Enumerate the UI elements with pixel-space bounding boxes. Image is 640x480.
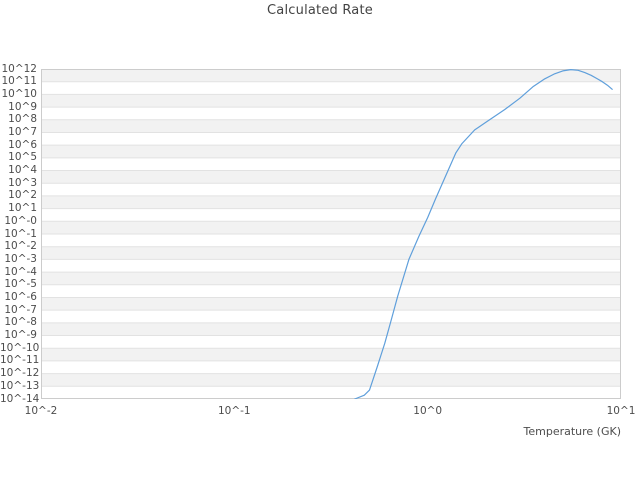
x-tick-label: 10^0	[413, 405, 443, 417]
decade-band	[41, 132, 621, 146]
decade-band	[41, 81, 621, 95]
decade-band	[41, 234, 621, 247]
y-tick-label: 10^-5	[4, 278, 37, 291]
decade-band	[41, 107, 621, 120]
decade-band	[41, 119, 621, 133]
decade-band	[41, 208, 621, 222]
decade-band	[41, 259, 621, 273]
decade-band	[41, 183, 621, 196]
y-tick-label: 10^-9	[4, 329, 37, 341]
y-tick-label: 10^10	[1, 87, 37, 100]
decade-band	[41, 94, 621, 108]
decade-band	[41, 360, 621, 374]
plot-border	[41, 69, 621, 399]
decade-band	[41, 373, 621, 387]
y-tick-label: 10^5	[8, 151, 37, 164]
y-tick-label: 10^-12	[0, 367, 40, 380]
plot-svg	[41, 69, 621, 399]
y-tick-label: 10^-4	[4, 265, 37, 278]
decade-band	[41, 272, 621, 285]
decade-band	[41, 322, 621, 336]
x-tick-label: 10^-2	[24, 405, 58, 417]
decade-band	[41, 145, 621, 158]
decade-band	[41, 335, 621, 349]
y-tick-label: 10^-6	[4, 291, 37, 303]
rate-curve	[354, 69, 613, 399]
y-tick-label: 10^2	[8, 189, 37, 202]
decade-band	[41, 348, 621, 361]
y-tick-label: 10^6	[8, 138, 37, 151]
y-tick-label: 10^3	[8, 176, 37, 189]
decade-band	[41, 386, 621, 399]
decade-band	[41, 246, 621, 260]
x-tick-label: 10^-1	[217, 405, 251, 417]
y-tick-label: 10^-7	[4, 303, 37, 316]
y-tick-label: 10^-8	[4, 316, 37, 329]
y-tick-label: 10^11	[1, 75, 37, 88]
y-tick-label: 10^7	[8, 126, 37, 138]
y-tick-label: 10^-0	[4, 214, 37, 227]
decade-band	[41, 170, 621, 184]
y-tick-label: 10^-2	[4, 240, 37, 253]
chart-title: Calculated Rate	[267, 3, 373, 18]
y-tick-label: 10^-13	[0, 379, 40, 392]
x-axis-title: Temperature (GK)	[523, 425, 622, 438]
y-tick-label: 10^1	[8, 202, 37, 215]
decade-band	[41, 157, 621, 171]
y-tick-label: 10^-1	[4, 227, 37, 240]
decade-band	[41, 221, 621, 234]
y-tick-label: 10^-11	[0, 354, 40, 367]
decade-band	[41, 195, 621, 209]
y-tick-label: 10^8	[8, 113, 37, 126]
y-tick-label: 10^-3	[4, 252, 37, 265]
decade-band	[41, 69, 621, 82]
y-tick-label: 10^12	[1, 62, 37, 75]
y-tick-label: 10^-10	[0, 341, 40, 354]
x-tick-label: 10^1	[606, 405, 636, 417]
decade-band	[41, 310, 621, 323]
y-tick-label: 10^4	[8, 164, 37, 176]
y-tick-label: 10^-14	[0, 392, 40, 405]
y-tick-label: 10^9	[8, 100, 37, 113]
decade-band	[41, 297, 621, 311]
decade-band	[41, 284, 621, 298]
plot-area	[41, 69, 621, 399]
